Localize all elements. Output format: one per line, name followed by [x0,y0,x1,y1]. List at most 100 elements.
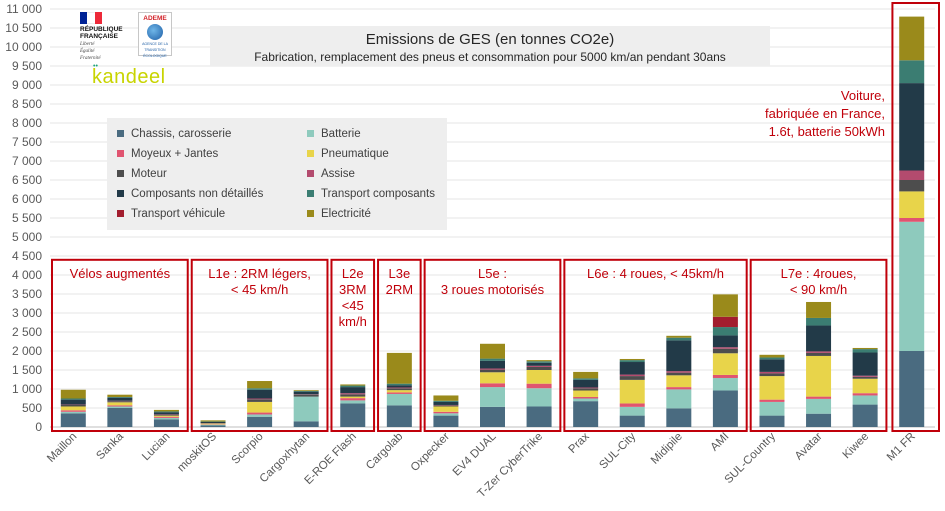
legend-swatch [307,150,314,157]
y-tick-label: 8 500 [12,97,42,111]
bar-segment [433,413,459,416]
bar-segment [759,376,785,400]
bar-segment [712,374,738,378]
bar-segment [759,399,785,402]
y-tick-label: 10 000 [5,40,42,54]
ademe-logo: ADEME AGENCE DE LA TRANSITION ÉCOLOGIQUE [138,12,172,58]
group-label: < 90 km/h [790,282,847,297]
bar-segment [573,387,599,389]
bar-segment [107,397,133,401]
legend-swatch [307,210,314,217]
group-label: L6e : 4 roues, < 45km/h [587,266,724,281]
republique-text-1: RÉPUBLIQUE [80,26,123,33]
bar-segment [526,362,552,366]
annotation-text: fabriquée en France, [765,106,885,121]
legend-swatch [117,170,124,177]
bar-segment [386,392,412,394]
bar-segment [60,399,86,405]
group-box [423,258,562,432]
bar-segment [899,221,925,351]
y-tick-label: 4 500 [12,249,42,263]
highlight-box [891,2,941,432]
bar-segment [433,406,459,412]
bar-segment [433,411,459,414]
bar-segment [666,335,692,338]
bar-segment [899,218,925,222]
group-label: L2e [342,266,364,281]
bar-segment [666,372,692,376]
bar-segment [619,360,645,363]
bar-segment [293,421,319,427]
group-box [190,258,329,432]
bar-segment [899,170,925,180]
group-box [51,258,189,432]
bar-segment [433,400,459,402]
x-tick-label: Midipile [649,431,685,467]
bar-segment [573,396,599,399]
bar-segment [153,416,179,418]
devise-fraternite: Fraternité [80,56,101,61]
y-tick-label: 2 000 [12,344,42,358]
bar-segment [386,393,412,406]
bar-segment [573,401,599,427]
bar-segment [340,400,366,404]
bar-segment [340,387,366,394]
bar-segment [153,417,179,420]
bar-segment [247,389,273,399]
bar-segment [247,412,273,415]
bar-segment [480,406,505,427]
bar-segment [480,360,505,369]
bar-segment [247,388,273,390]
legend-label: Composants non détaillés [131,188,264,200]
bar-segment [433,401,459,405]
bar-segment [107,402,133,406]
legend-swatch [307,130,314,137]
group-box [330,258,376,432]
legend-label: Moteur [131,168,167,180]
group-label: 3 roues motorisés [441,282,545,297]
y-tick-label: 6 500 [12,173,42,187]
y-tick-label: 7 500 [12,135,42,149]
legend-label: Batterie [321,128,361,140]
annotation-text: Voiture, [841,88,885,103]
legend-label: Moyeux + Jantes [131,148,219,160]
bar-segment [153,411,179,413]
republique-francaise-logo: RÉPUBLIQUE FRANÇAISE Liberté Égalité Fra… [80,12,130,61]
group-label: 3RM [339,282,366,297]
bar-segment [806,413,832,427]
bar-segment [480,369,505,373]
group-label: L3e [388,266,410,281]
kandeel-logo: •• kandeel [92,63,166,89]
bar-segment [480,387,505,407]
bar-segment [712,327,738,336]
bar-segment [619,406,645,416]
bar-segment [573,379,599,388]
y-tick-label: 8 000 [12,116,42,130]
bar-segment [619,358,645,361]
bar-segment [526,370,552,384]
bar-segment [899,180,925,192]
bar-segment [340,385,366,388]
bar-segment [899,83,925,171]
logos-area: RÉPUBLIQUE FRANÇAISE Liberté Égalité Fra… [80,12,190,92]
ademe-sub-3: ÉCOLOGIQUE [143,54,167,58]
bar-segment [806,396,832,399]
x-tick-label: moskitOS [175,430,219,474]
x-tick-label: Prax [567,430,592,455]
legend-label: Chassis, carosserie [131,128,231,140]
bar-segment [712,347,738,349]
bar-segment [247,381,273,389]
bar-segment [153,409,179,412]
bar-segment [247,416,273,427]
bar-segment [619,376,645,380]
republique-text-2: FRANÇAISE [80,33,118,40]
bar-segment [666,337,692,341]
bar-segment [480,372,505,384]
group-label: < 45 km/h [231,282,288,297]
bar-segment [526,360,552,362]
bar-segment [153,414,179,416]
bar-segment [433,405,459,407]
y-tick-label: 3 500 [12,287,42,301]
bar-segment [200,420,226,422]
